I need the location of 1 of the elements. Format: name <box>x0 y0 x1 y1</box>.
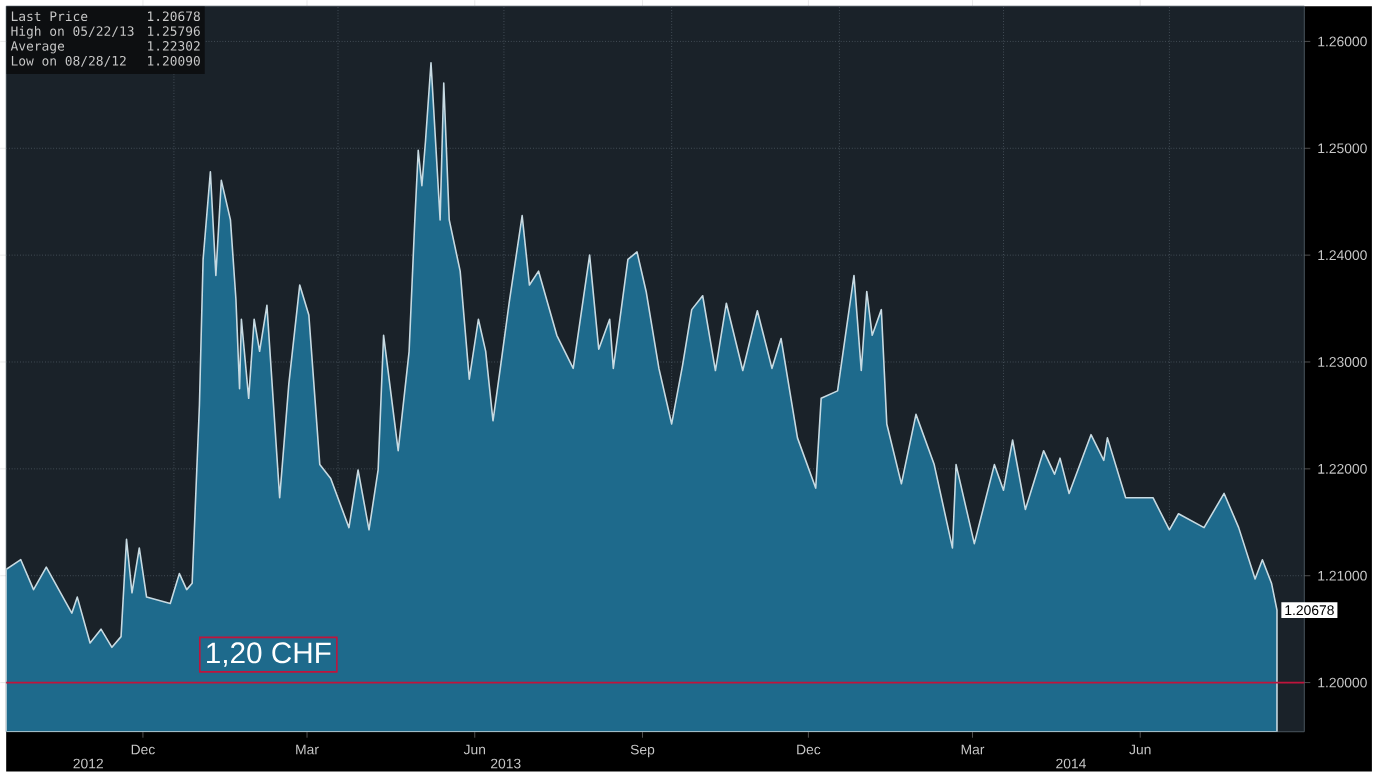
ref-line-label: 1,20 CHF <box>207 642 331 668</box>
